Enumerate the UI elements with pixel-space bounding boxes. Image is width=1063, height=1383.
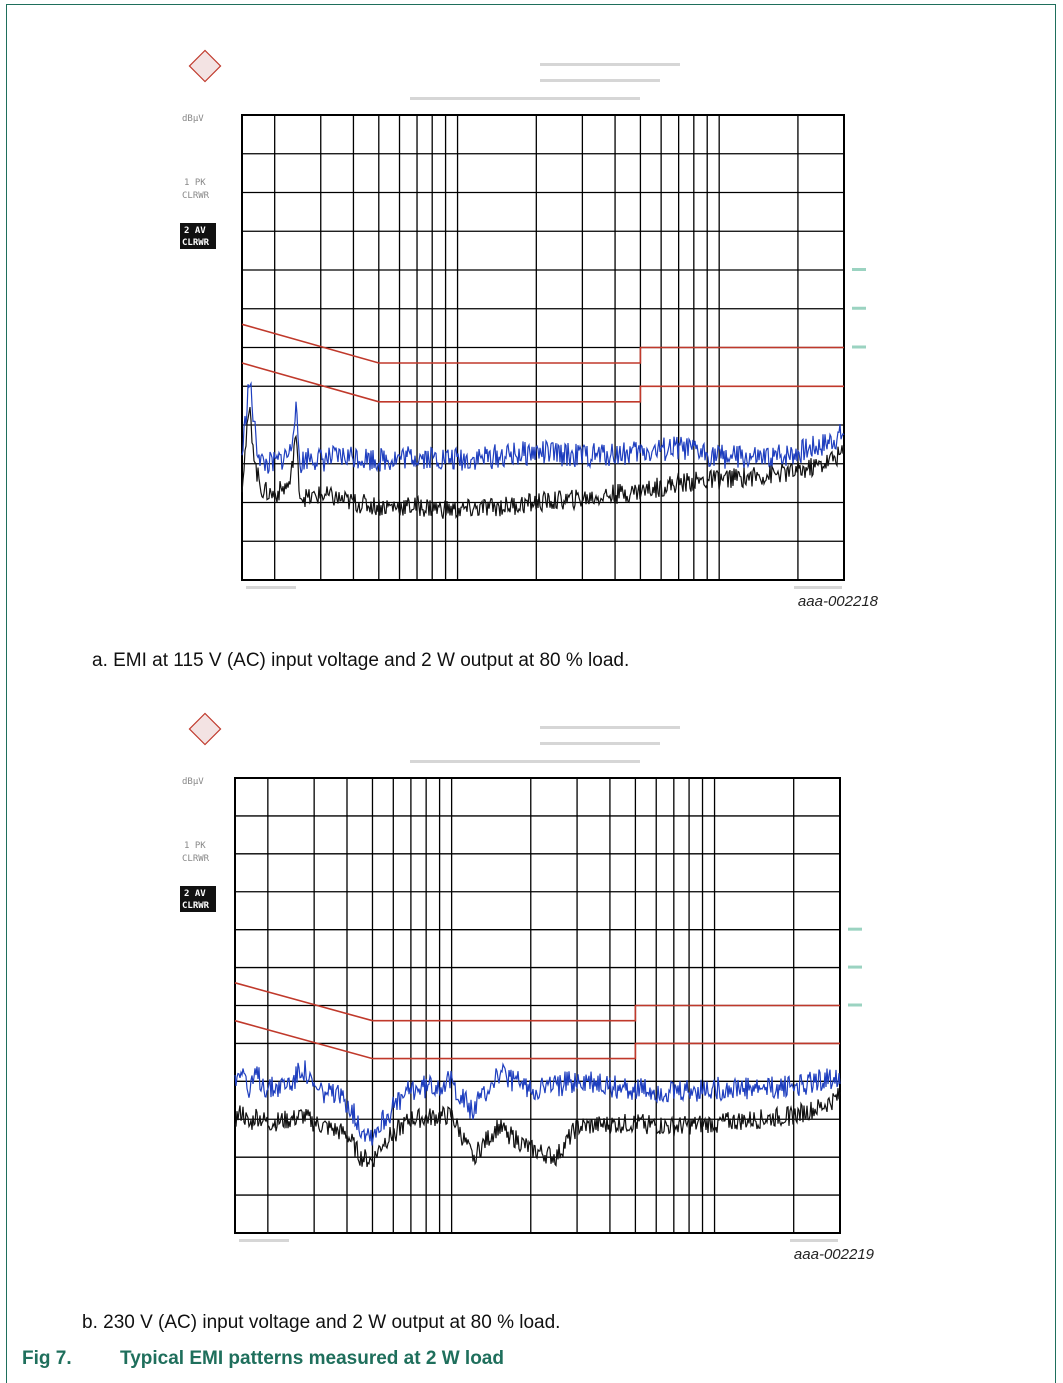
trace-label-clrwr-1: CLRWR bbox=[182, 854, 210, 864]
rs-logo-icon bbox=[188, 49, 222, 83]
x-end-faint bbox=[794, 586, 842, 589]
side-marker bbox=[852, 268, 866, 271]
emi-chart-230v: dBµV 1 PK CLRWR 2 AV CLRWR aaa-002219 bbox=[180, 708, 880, 1283]
trace-box-2av bbox=[180, 886, 216, 912]
page-frame bbox=[6, 4, 1056, 1383]
trace-label-1pk: 1 PK bbox=[184, 178, 206, 188]
unit-label: dBµV bbox=[182, 777, 204, 787]
trace-label-2av: 2 AV bbox=[184, 889, 206, 899]
header-faint-line bbox=[540, 63, 680, 66]
side-marker bbox=[852, 345, 866, 349]
header-faint-line bbox=[410, 760, 640, 763]
figure-title: Fig 7. Typical EMI patterns measured at 2… bbox=[22, 1348, 504, 1370]
trace-label-1pk: 1 PK bbox=[184, 841, 206, 851]
trace-label-clrwr-2: CLRWR bbox=[182, 238, 210, 248]
caption-115v: a. EMI at 115 V (AC) input voltage and 2… bbox=[92, 650, 630, 671]
side-marker bbox=[848, 1003, 862, 1007]
figure-ref-id: aaa-002218 bbox=[798, 593, 879, 610]
limit-line bbox=[241, 323, 844, 364]
emi-chart-115v: dBµV 1 PK CLRWR 2 AV CLRWR aaa-002218 bbox=[180, 45, 880, 615]
limit-line bbox=[234, 982, 840, 1022]
caption-230v: b. 230 V (AC) input voltage and 2 W outp… bbox=[82, 1312, 561, 1333]
header-faint-line bbox=[540, 79, 660, 82]
side-marker bbox=[848, 927, 862, 931]
trace-label-clrwr-1: CLRWR bbox=[182, 191, 210, 201]
figure-ref-id: aaa-002219 bbox=[794, 1246, 875, 1263]
side-marker bbox=[852, 306, 866, 310]
side-marker bbox=[848, 965, 862, 969]
limit-line bbox=[234, 1019, 840, 1060]
figure-number: Fig 7. bbox=[22, 1348, 72, 1369]
unit-label: dBµV bbox=[182, 114, 204, 124]
rs-logo-icon bbox=[188, 712, 222, 746]
emi-chart-230v-svg: dBµV 1 PK CLRWR 2 AV CLRWR aaa-002219 bbox=[180, 712, 875, 1263]
emi-chart-115v-svg: dBµV 1 PK CLRWR 2 AV CLRWR aaa-002218 bbox=[180, 49, 879, 610]
peak-trace bbox=[241, 381, 845, 474]
header-faint-line bbox=[540, 726, 680, 729]
peak-trace bbox=[234, 1060, 841, 1146]
header-faint-line bbox=[410, 97, 640, 100]
x-start-faint bbox=[246, 586, 296, 589]
x-end-faint bbox=[790, 1239, 838, 1242]
x-start-faint bbox=[239, 1239, 289, 1242]
trace-label-clrwr-2: CLRWR bbox=[182, 901, 210, 911]
trace-box-2av bbox=[180, 223, 216, 249]
header-faint-line bbox=[540, 742, 660, 745]
average-trace bbox=[234, 1088, 841, 1168]
figure-title-text: Typical EMI patterns measured at 2 W loa… bbox=[120, 1348, 504, 1369]
average-trace bbox=[241, 406, 845, 520]
limit-line bbox=[241, 362, 844, 403]
trace-label-2av: 2 AV bbox=[184, 226, 206, 236]
